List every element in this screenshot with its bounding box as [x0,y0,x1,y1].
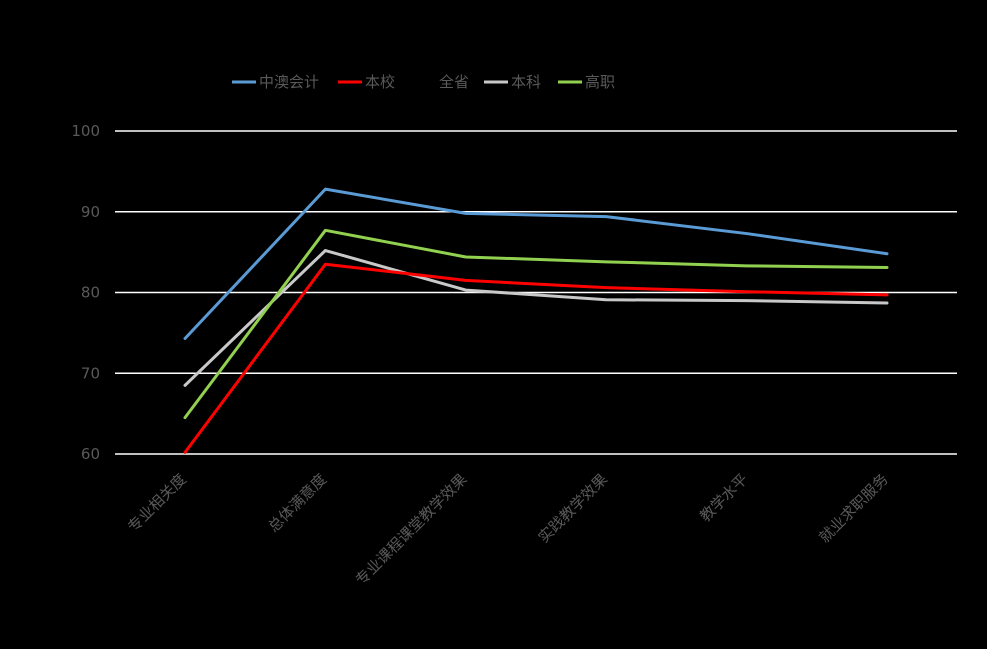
y-tick-label: 70 [81,364,100,382]
x-tick-label: 专业课程课堂教学效果 [352,470,471,589]
y-tick-label: 60 [81,445,100,463]
legend-label: 本校 [365,73,395,91]
y-tick-label: 80 [81,284,100,302]
legend: 中澳会计 本校 全省 本科 高职 [232,73,615,91]
legend-label: 高职 [585,73,615,91]
series-line-1 [183,262,889,454]
y-tick-label: 90 [81,203,100,221]
y-tick-label: 100 [71,122,100,140]
series-line-4 [183,228,889,420]
x-tick-label: 实践教学效果 [535,470,611,546]
legend-label: 全省 [439,73,469,91]
x-tick-label: 教学水平 [696,470,751,525]
y-axis-tick-labels: 60 70 80 90 100 [71,122,100,463]
x-tick-label: 就业求职服务 [815,470,891,546]
x-tick-label: 总体满意度 [264,470,330,536]
legend-label: 中澳会计 [259,73,319,91]
series-lines [183,187,889,454]
x-tick-label: 专业相关度 [124,470,190,536]
grid-lines [115,130,957,455]
series-line-0 [183,187,889,341]
series-line-3 [183,249,889,387]
x-axis-tick-labels: 专业相关度 总体满意度 专业课程课堂教学效果 实践教学效果 教学水平 就业求职服务 [124,470,892,589]
legend-label: 本科 [511,73,541,91]
